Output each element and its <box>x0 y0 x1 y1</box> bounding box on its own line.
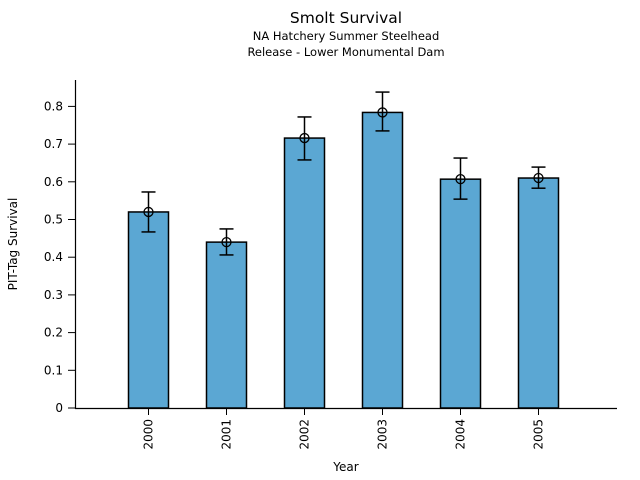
bar-2005 <box>517 177 560 409</box>
x-tick-label: 2000 <box>142 419 156 450</box>
mean-marker-2000 <box>143 206 154 218</box>
y-tick-label: 0.2 <box>44 326 63 340</box>
y-tick-label: 0.8 <box>44 99 63 113</box>
mean-marker-2005 <box>533 172 544 184</box>
y-tick-label: 0.1 <box>44 363 63 377</box>
mean-marker-2003 <box>377 107 388 118</box>
x-tick-label: 2005 <box>532 419 546 450</box>
mean-marker-2004 <box>455 174 466 185</box>
chart-subtitle-line1: NA Hatchery Summer Steelhead <box>252 29 440 43</box>
y-tick-label: 0.3 <box>44 288 63 302</box>
y-tick-label: 0.6 <box>44 175 63 189</box>
x-tick-label: 2002 <box>298 419 312 450</box>
y-tick-label: 0.4 <box>44 250 63 264</box>
bar-2001 <box>205 241 248 409</box>
y-tick-label: 0.7 <box>44 137 63 151</box>
chart-title: Smolt Survival <box>289 9 403 27</box>
bar-2003 <box>361 111 404 409</box>
bar-2000 <box>127 211 170 409</box>
y-tick-label: 0.5 <box>44 213 63 227</box>
x-tick-label: 2004 <box>454 419 468 450</box>
x-tick-label: 2003 <box>376 419 390 450</box>
x-tick-label: 2001 <box>220 419 234 450</box>
bar-2004 <box>439 178 482 409</box>
x-axis-label: Year <box>333 460 359 474</box>
y-tick-label: 0 <box>55 401 63 415</box>
chart-subtitle-line2: Release - Lower Monumental Dam <box>247 45 445 59</box>
bar-2002 <box>283 137 326 409</box>
y-axis-label: PIT-Tag Survival <box>6 197 20 291</box>
mean-marker-2001 <box>221 236 232 248</box>
mean-marker-2002 <box>299 132 310 144</box>
